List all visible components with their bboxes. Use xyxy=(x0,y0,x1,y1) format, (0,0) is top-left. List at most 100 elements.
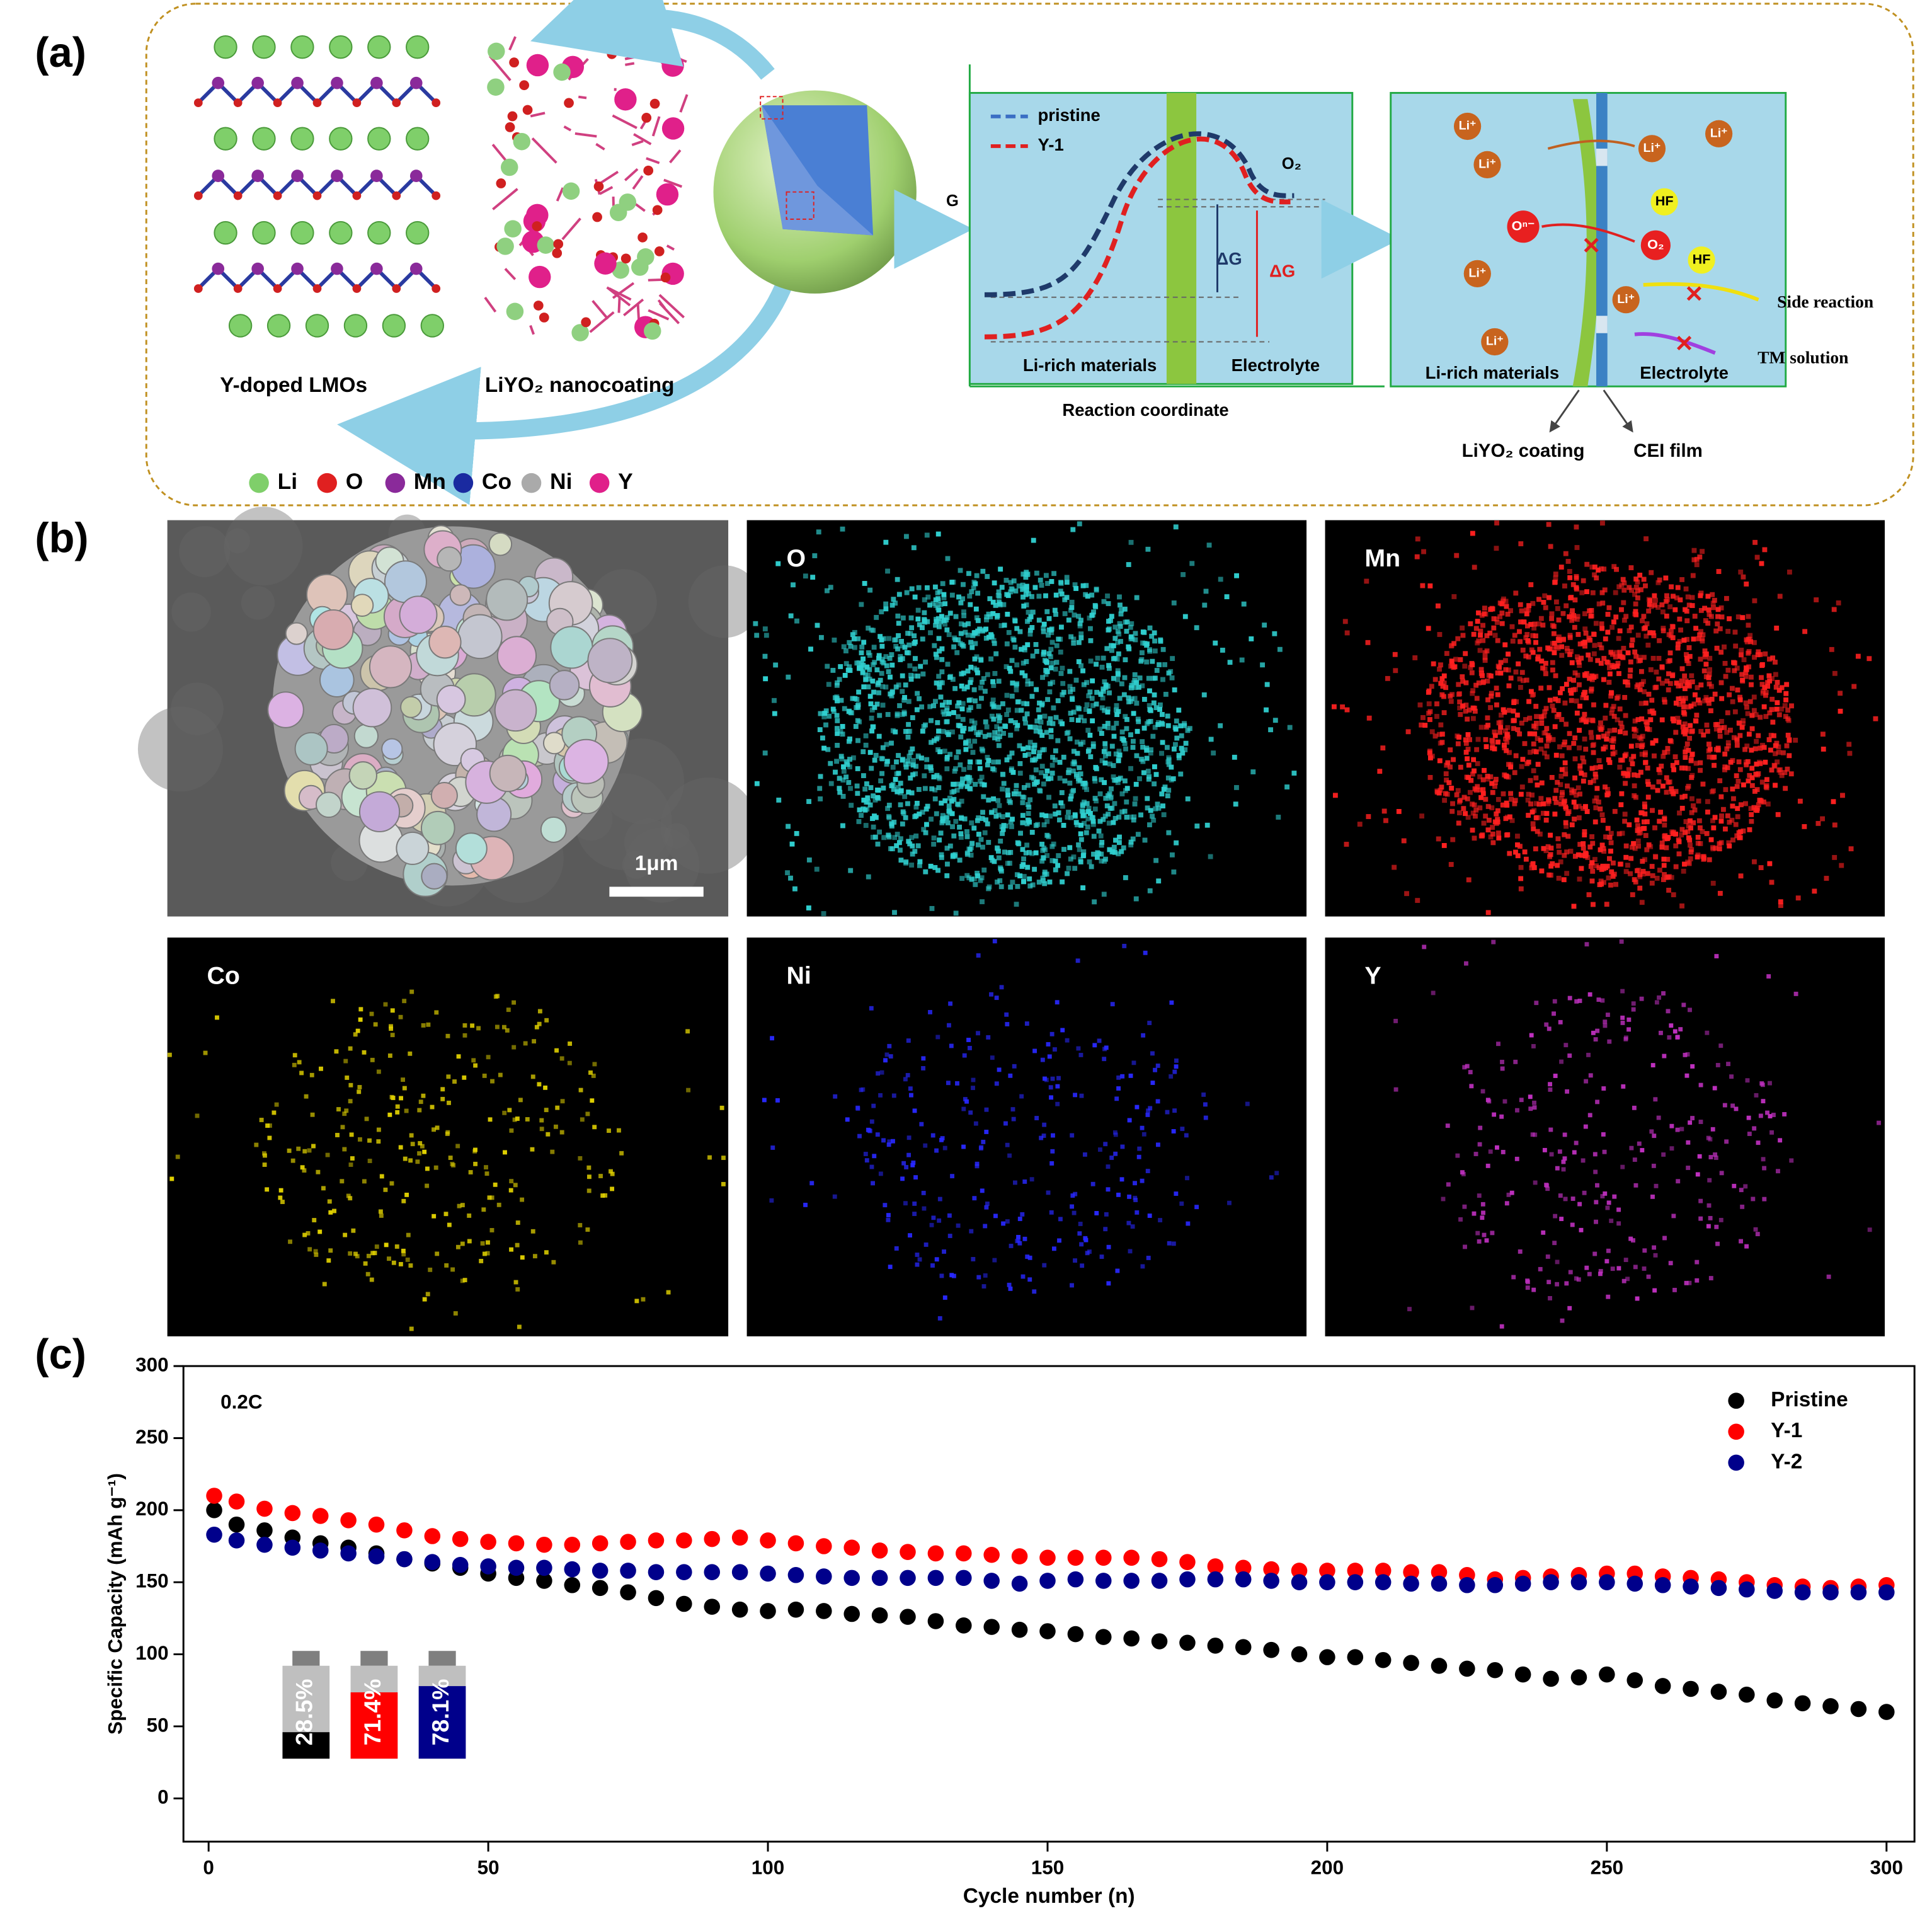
eds-dot xyxy=(1443,685,1449,691)
eds-dot xyxy=(1706,742,1712,747)
eds-dot xyxy=(1105,721,1111,726)
eds-dot xyxy=(1079,1093,1084,1098)
eds-dot xyxy=(1518,1249,1523,1254)
eds-dot xyxy=(1701,856,1706,861)
eds-dot xyxy=(1497,614,1503,619)
arrow xyxy=(1634,332,1716,355)
eds-dot xyxy=(1660,877,1666,882)
eds-dot xyxy=(1628,1236,1633,1241)
eds-dot xyxy=(1600,998,1605,1003)
eds-dot xyxy=(894,1246,899,1251)
eds-dot xyxy=(1046,651,1052,657)
eds-dot xyxy=(1749,726,1755,732)
eds-dot xyxy=(1562,832,1567,837)
eds-dot xyxy=(1628,757,1634,762)
eds-dot xyxy=(1574,524,1579,530)
eds-dot xyxy=(1543,817,1549,823)
legend-swatch xyxy=(317,473,337,493)
eds-dot xyxy=(1005,793,1011,798)
eds-dot xyxy=(1465,756,1470,762)
bond xyxy=(574,132,597,138)
eds-dot xyxy=(935,720,940,725)
eds-dot xyxy=(1683,793,1688,799)
eds-dot xyxy=(1682,686,1688,691)
eds-dot xyxy=(1763,651,1768,657)
eds-dot xyxy=(1768,733,1774,738)
eds-dot xyxy=(1541,846,1546,851)
eds-dot xyxy=(495,994,500,999)
eds-dot xyxy=(1500,1060,1504,1064)
eds-dot xyxy=(1020,746,1026,752)
bond xyxy=(589,311,615,333)
eds-dot xyxy=(1593,1169,1598,1174)
eds-dot xyxy=(856,818,862,824)
eds-dot xyxy=(1523,635,1529,641)
eds-dot xyxy=(1679,832,1684,838)
eds-dot xyxy=(1530,1132,1535,1137)
eds-dot xyxy=(501,1024,506,1030)
eds-dot xyxy=(1498,725,1504,730)
eds-dot xyxy=(880,745,886,750)
eds-dot xyxy=(1715,607,1721,612)
eds-dot xyxy=(1525,1285,1530,1290)
eds-dot xyxy=(1730,786,1735,792)
eds-dot xyxy=(1677,616,1683,622)
eds-dot xyxy=(1053,858,1058,864)
eds-dot xyxy=(1630,761,1635,767)
bond xyxy=(651,116,661,137)
eds-dot xyxy=(1683,696,1688,701)
eds-dot xyxy=(1615,660,1621,666)
eds-dot xyxy=(821,911,826,916)
eds-dot xyxy=(1717,778,1723,784)
eds-dot xyxy=(1518,791,1524,797)
eds-dot xyxy=(1749,747,1754,753)
eds-dot xyxy=(603,1193,608,1198)
eds-dot xyxy=(884,742,889,747)
eds-dot xyxy=(1499,1324,1504,1329)
eds-dot xyxy=(1436,836,1441,842)
eds-dot xyxy=(1156,805,1162,811)
eds-dot xyxy=(1015,699,1020,704)
eds-dot xyxy=(1657,995,1662,1000)
eds-dot xyxy=(1135,1105,1140,1110)
eds-dot xyxy=(1642,1266,1647,1271)
eds-dot xyxy=(1707,747,1713,752)
eds-dot xyxy=(1676,720,1682,725)
eds-dot xyxy=(1580,841,1586,846)
eds-dot xyxy=(877,634,883,640)
eds-dot xyxy=(964,834,970,839)
eds-dot xyxy=(1530,650,1536,655)
eds-dot xyxy=(1555,698,1561,703)
eds-dot xyxy=(1432,677,1438,682)
x-tick-label: 150 xyxy=(1031,1856,1064,1878)
eds-dot xyxy=(957,723,963,728)
eds-dot xyxy=(1691,548,1697,553)
eds-dot xyxy=(1489,693,1494,699)
eds-dot xyxy=(1563,824,1569,829)
eds-dot xyxy=(1751,805,1757,810)
eds-dot xyxy=(280,1200,285,1204)
eds-dot xyxy=(1096,851,1102,856)
eds-dot xyxy=(1543,671,1548,677)
eds-dot xyxy=(1713,628,1719,634)
eds-dot xyxy=(1024,587,1029,593)
eds-dot xyxy=(402,1086,407,1091)
eds-dot xyxy=(1131,711,1136,716)
eds-dot xyxy=(1492,733,1498,738)
atom xyxy=(519,80,529,91)
eds-dot xyxy=(1745,1078,1750,1083)
eds-dot xyxy=(950,677,956,682)
atom xyxy=(533,301,544,311)
eds-dot xyxy=(1640,825,1646,831)
eds-dot xyxy=(1074,739,1080,745)
eds-dot xyxy=(845,667,851,673)
eds-dot xyxy=(1688,856,1693,861)
eds-dot xyxy=(1179,733,1184,738)
eds-dot xyxy=(996,679,1002,684)
eds-dot xyxy=(1084,787,1089,793)
eds-dot xyxy=(1029,681,1034,687)
eds-dot xyxy=(1499,1114,1504,1119)
eds-dot xyxy=(849,710,855,716)
eds-dot xyxy=(1133,796,1138,801)
eds-dot xyxy=(1102,741,1108,747)
